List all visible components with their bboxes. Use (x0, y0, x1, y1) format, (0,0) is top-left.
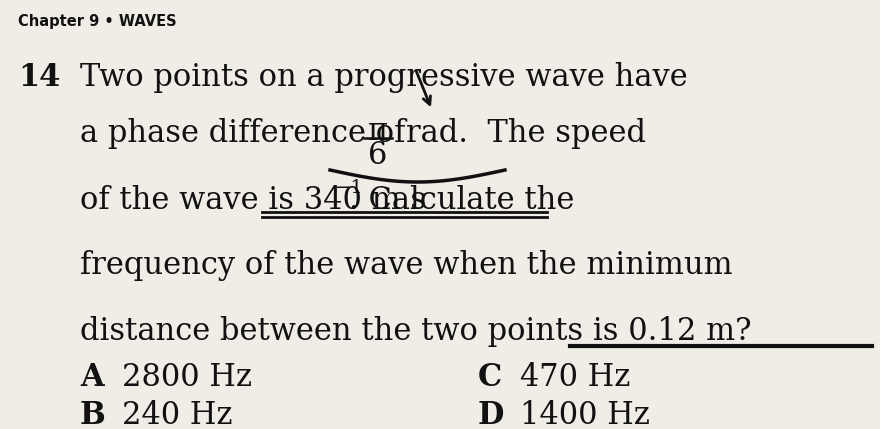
Text: 470 Hz: 470 Hz (520, 362, 630, 393)
Text: 240 Hz: 240 Hz (122, 400, 232, 429)
Text: Chapter 9 • WAVES: Chapter 9 • WAVES (18, 14, 177, 29)
Text: a phase difference of: a phase difference of (80, 118, 406, 149)
Text: Two points on a progressive wave have: Two points on a progressive wave have (80, 62, 688, 93)
Text: −1: −1 (335, 179, 364, 197)
Text: 6: 6 (369, 140, 388, 171)
Text: of the wave is 340 m s: of the wave is 340 m s (80, 185, 426, 216)
Text: frequency of the wave when the minimum: frequency of the wave when the minimum (80, 250, 733, 281)
Text: B: B (80, 400, 106, 429)
Text: distance between the two points is 0.12 m?: distance between the two points is 0.12 … (80, 316, 752, 347)
Text: 14: 14 (18, 62, 61, 93)
Text: 1400 Hz: 1400 Hz (520, 400, 649, 429)
Text: A: A (80, 362, 104, 393)
Text: . Calculate the: . Calculate the (349, 185, 575, 216)
Text: D: D (478, 400, 504, 429)
Text: π: π (368, 116, 388, 147)
Text: rad.  The speed: rad. The speed (406, 118, 646, 149)
Text: C: C (478, 362, 502, 393)
Text: 2800 Hz: 2800 Hz (122, 362, 252, 393)
